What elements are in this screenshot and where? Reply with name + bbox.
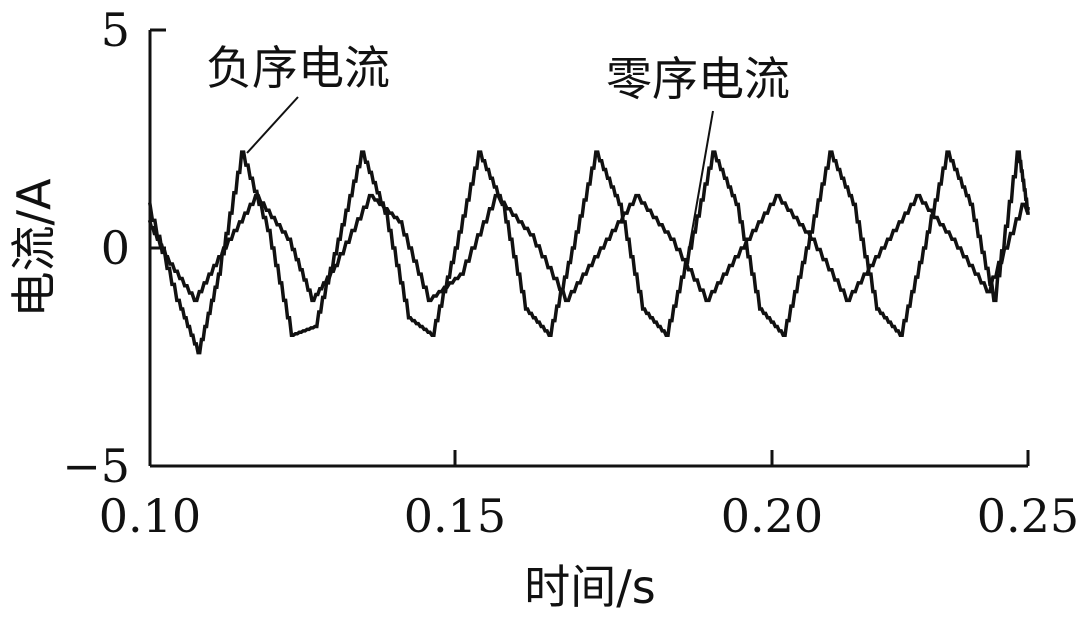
plot-area	[148, 30, 1028, 468]
y-axis-label: 电流/A	[7, 178, 61, 317]
x-tick-label-015: 0.15	[404, 489, 506, 543]
negative-sequence-leader-line	[246, 96, 299, 154]
zero-sequence-leader-line	[685, 110, 714, 267]
x-axis-label: 时间/s	[524, 560, 655, 614]
negative-sequence-current-label: 负序电流	[206, 41, 390, 95]
series-layer	[147, 150, 1030, 355]
x-tick-label-010: 0.10	[99, 489, 201, 543]
series-zero-sequence-current-path	[147, 193, 1030, 303]
y-tick-labels: 5 0 −5	[62, 3, 130, 493]
zero-sequence-current-label: 零序电流	[606, 52, 790, 106]
x-axis-ticks	[148, 450, 1030, 466]
series-negative-sequence-current-path	[148, 150, 1030, 355]
y-tick-label-0: 0	[101, 221, 130, 275]
y-tick-label-5: 5	[101, 3, 130, 57]
x-tick-labels: 0.10 0.15 0.20 0.25	[99, 489, 1079, 543]
x-tick-label-025: 0.25	[977, 489, 1079, 543]
y-tick-label-minus-5: −5	[62, 439, 130, 493]
annotations: 负序电流 零序电流	[206, 41, 790, 267]
x-tick-label-020: 0.20	[721, 489, 823, 543]
